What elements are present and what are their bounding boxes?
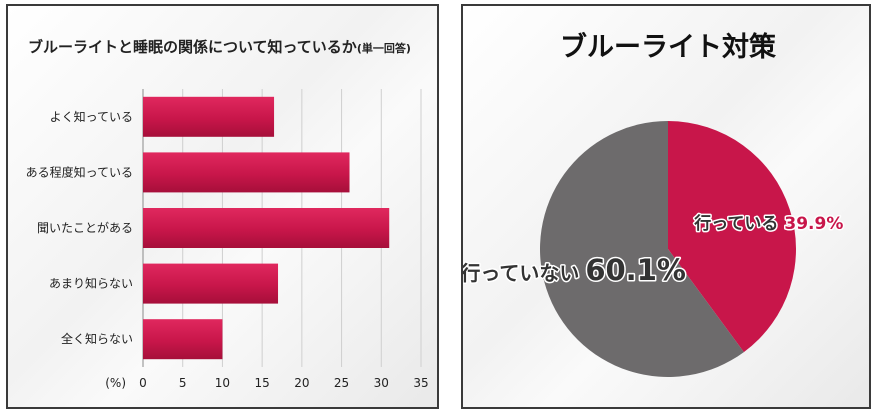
bar-chart-bars bbox=[143, 96, 390, 360]
category-label: 聞いたことがある bbox=[37, 220, 133, 235]
bar-chart-title: ブルーライトと睡眠の関係について知っているか(単一回答) bbox=[28, 38, 411, 56]
pie-chart-labels: 行っている 39.9% 行っていない 60.1% bbox=[463, 212, 845, 289]
x-tick-label: 15 bbox=[255, 376, 270, 390]
bar-chart-subtitle: (単一回答) bbox=[357, 41, 411, 55]
category-label: 全く知らない bbox=[61, 331, 133, 346]
pie-chart-panel: ブルーライト対策 行っている 39.9% 行っていない 60.1% bbox=[461, 4, 871, 409]
x-tick-label: 20 bbox=[294, 376, 309, 390]
pie-slice-name: 行っている bbox=[693, 213, 778, 234]
x-tick-label: 30 bbox=[374, 376, 389, 390]
bar bbox=[143, 263, 279, 304]
pie-slice-label: 行っていない 60.1% bbox=[463, 253, 686, 287]
pie-slice-name: 行っていない bbox=[463, 261, 579, 285]
bar bbox=[143, 152, 350, 193]
bar bbox=[143, 208, 390, 248]
pie-slice-value: 39.9% bbox=[784, 214, 843, 234]
x-axis-unit-label: (%) bbox=[105, 376, 126, 390]
pie-chart-slices bbox=[540, 121, 796, 377]
pie-chart: ブルーライト対策 行っている 39.9% 行っていない 60.1% bbox=[463, 31, 845, 377]
bar bbox=[143, 96, 275, 137]
bar-chart-title-main: ブルーライトと睡眠の関係について知っているか bbox=[28, 38, 357, 56]
x-tick-label: 35 bbox=[413, 376, 428, 390]
pie-chart-title: ブルーライト対策 bbox=[560, 31, 777, 63]
x-tick-label: 10 bbox=[215, 376, 230, 390]
bar-chart-x-ticks: 0 5 10 15 20 25 30 35 bbox=[139, 376, 428, 390]
x-tick-label: 0 bbox=[139, 376, 147, 390]
pie-slice-label: 行っている 39.9% bbox=[693, 213, 843, 234]
bar bbox=[143, 319, 223, 360]
x-tick-label: 25 bbox=[334, 376, 349, 390]
bar-chart-panel: ブルーライトと睡眠の関係について知っているか(単一回答) よく知っているある程度… bbox=[6, 4, 439, 409]
category-label: あまり知らない bbox=[49, 277, 133, 291]
category-label: ある程度知っている bbox=[26, 164, 133, 179]
bar-chart: ブルーライトと睡眠の関係について知っているか(単一回答) よく知っているある程度… bbox=[26, 38, 429, 390]
pie-slice-value: 60.1% bbox=[585, 253, 686, 287]
pie-slice bbox=[540, 121, 744, 377]
x-tick-label: 5 bbox=[179, 376, 187, 390]
pie-slice bbox=[668, 121, 796, 353]
category-label: よく知っている bbox=[50, 110, 133, 124]
